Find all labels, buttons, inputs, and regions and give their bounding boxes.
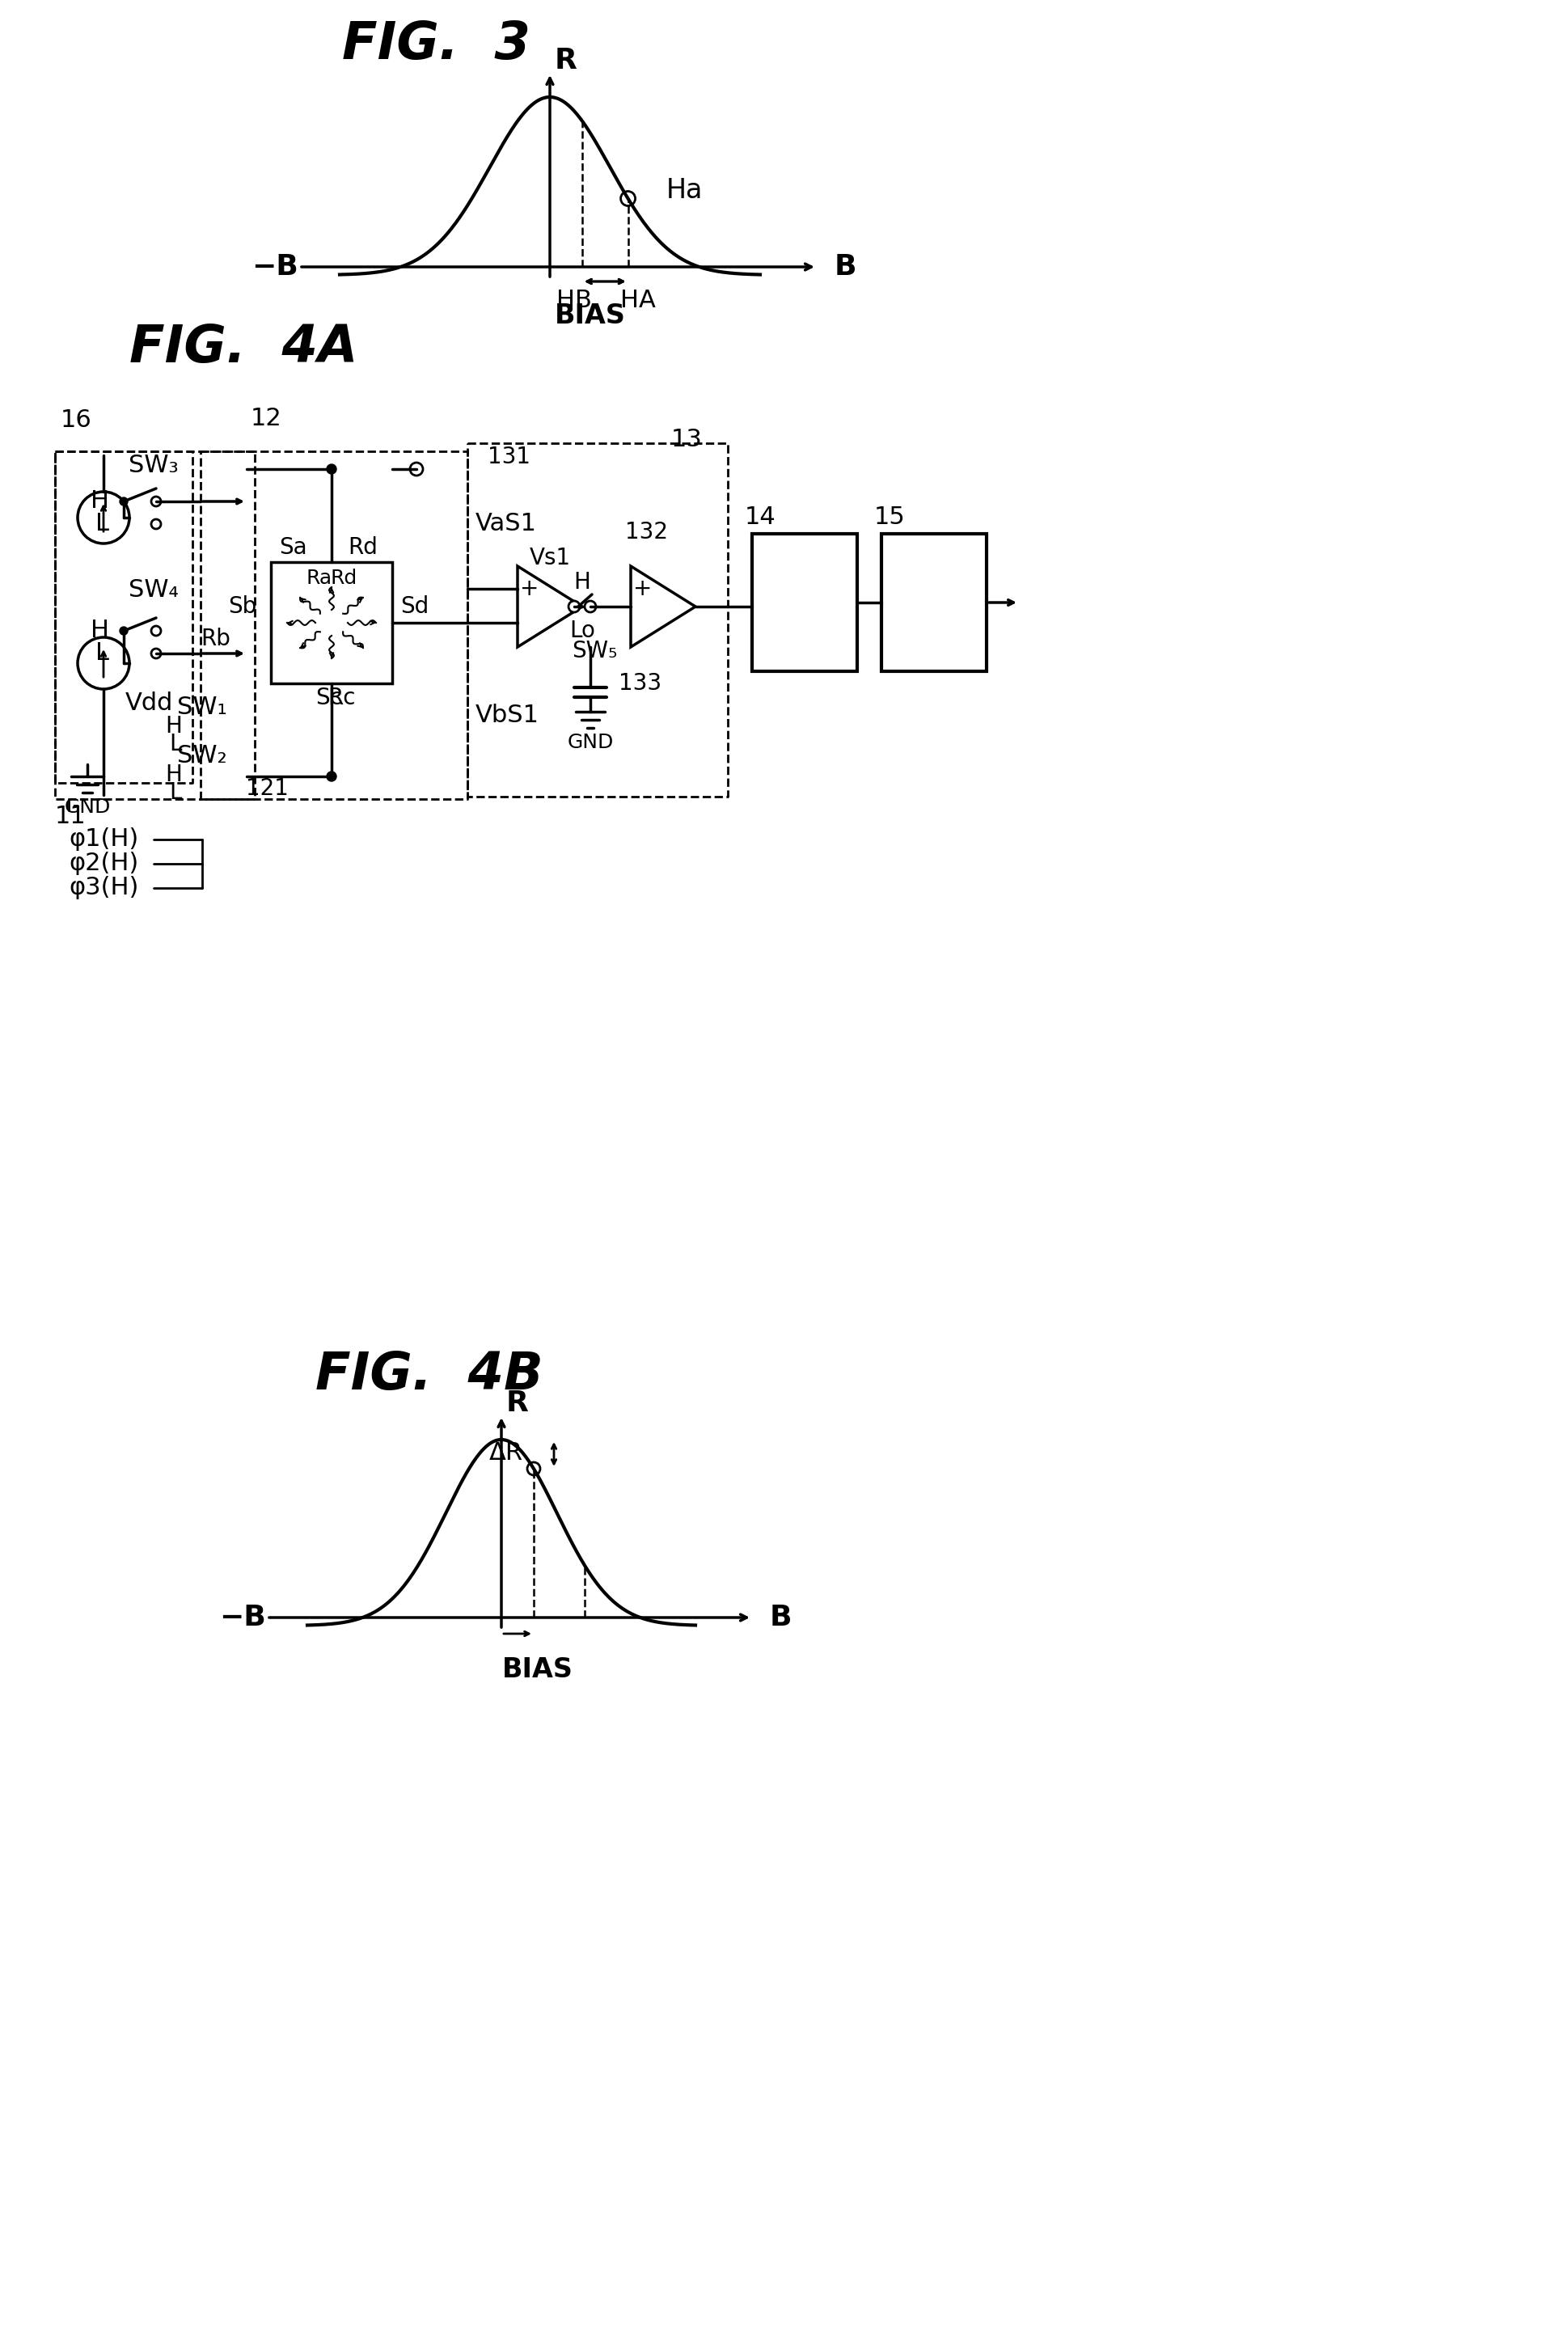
Text: +: + [521, 576, 539, 600]
Text: H: H [574, 572, 591, 593]
Text: H: H [91, 619, 110, 642]
Text: H: H [91, 490, 110, 513]
Text: VbS1: VbS1 [475, 703, 539, 726]
Circle shape [621, 192, 635, 206]
Text: VaS1: VaS1 [475, 513, 536, 537]
Text: BIAS: BIAS [555, 302, 626, 328]
Text: +: + [633, 576, 652, 600]
Text: Rd: Rd [348, 537, 378, 560]
Circle shape [119, 497, 127, 506]
Text: H: H [165, 764, 182, 787]
Text: SW₅: SW₅ [571, 640, 616, 663]
Text: FIG.  3: FIG. 3 [342, 19, 530, 70]
Text: φ2(H): φ2(H) [69, 853, 138, 876]
Text: BIAS: BIAS [502, 1657, 572, 1685]
Circle shape [409, 462, 423, 476]
Text: HA: HA [619, 288, 655, 312]
Text: R: R [555, 47, 577, 75]
Circle shape [77, 492, 129, 544]
Text: L: L [169, 733, 182, 754]
Polygon shape [517, 567, 582, 647]
Text: B: B [834, 253, 856, 281]
Text: φ1(H): φ1(H) [69, 827, 138, 851]
Text: 14: 14 [745, 506, 776, 530]
Text: Vdd: Vdd [125, 691, 174, 715]
Circle shape [119, 628, 127, 635]
Text: R: R [506, 1389, 528, 1418]
Text: FIG.  4A: FIG. 4A [129, 323, 358, 373]
Text: Sc: Sc [315, 686, 342, 710]
Circle shape [568, 600, 580, 612]
Text: 133: 133 [618, 672, 662, 696]
Text: 12: 12 [251, 408, 282, 431]
Polygon shape [881, 534, 986, 672]
Text: Ra: Ra [306, 569, 332, 588]
Text: 132: 132 [626, 520, 668, 544]
Text: H: H [165, 715, 182, 738]
Text: φ3(H): φ3(H) [69, 876, 138, 900]
Text: HB: HB [557, 288, 591, 312]
Circle shape [77, 637, 129, 689]
Text: SW₂: SW₂ [177, 745, 227, 769]
Text: L: L [96, 513, 110, 537]
Text: 16: 16 [61, 408, 93, 433]
Text: Rd: Rd [331, 569, 358, 588]
Circle shape [326, 771, 336, 780]
Text: Rb: Rb [201, 628, 230, 651]
Text: Rc: Rc [328, 686, 356, 710]
Circle shape [151, 626, 162, 635]
Text: −B: −B [251, 253, 298, 281]
Text: L: L [169, 780, 182, 804]
Polygon shape [630, 567, 695, 647]
Text: ΔR: ΔR [489, 1441, 524, 1464]
Text: 121: 121 [245, 778, 289, 799]
Text: Sa: Sa [279, 537, 307, 560]
Text: Lo: Lo [569, 619, 594, 642]
Text: Vs1: Vs1 [528, 546, 571, 569]
Circle shape [151, 520, 162, 530]
Text: 13: 13 [671, 426, 702, 450]
Text: Sb: Sb [227, 595, 256, 619]
Circle shape [585, 600, 596, 612]
Text: 11: 11 [55, 806, 86, 829]
Polygon shape [751, 534, 856, 672]
Text: Sd: Sd [400, 595, 428, 619]
Text: SW₄: SW₄ [129, 579, 179, 602]
Text: L: L [96, 642, 110, 665]
Text: SW₃: SW₃ [129, 452, 179, 476]
Circle shape [326, 464, 336, 473]
Circle shape [151, 497, 162, 506]
Text: 15: 15 [873, 506, 905, 530]
Text: SW₁: SW₁ [177, 696, 227, 719]
Text: Ha: Ha [666, 178, 702, 204]
Text: FIG.  4B: FIG. 4B [315, 1350, 543, 1401]
Circle shape [527, 1462, 539, 1476]
Text: GND: GND [64, 797, 110, 818]
Circle shape [151, 649, 162, 658]
Polygon shape [271, 562, 392, 684]
Text: −B: −B [220, 1605, 267, 1631]
Text: B: B [768, 1605, 792, 1631]
Text: 131: 131 [488, 445, 530, 469]
Text: GND: GND [568, 733, 613, 752]
